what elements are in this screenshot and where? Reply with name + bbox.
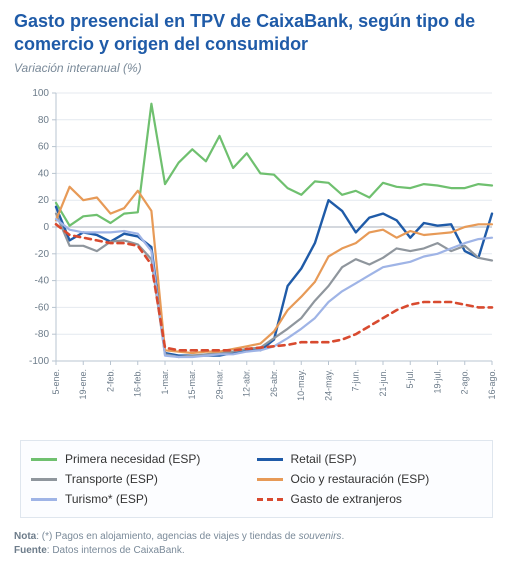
legend-swatch	[31, 498, 57, 501]
legend-label: Turismo* (ESP)	[65, 492, 148, 506]
svg-text:-80: -80	[35, 329, 50, 340]
svg-text:12-abr.: 12-abr.	[242, 369, 252, 397]
legend-label: Gasto de extranjeros	[291, 492, 402, 506]
nota-text: : (*) Pagos en alojamiento, agencias de …	[36, 531, 298, 542]
fuente-label: Fuente	[14, 545, 47, 556]
legend-label: Ocio y restauración (ESP)	[291, 472, 430, 486]
svg-text:19-ene.: 19-ene.	[78, 369, 88, 400]
chart-title: Gasto presencial en TPV de CaixaBank, se…	[14, 10, 499, 55]
legend-swatch	[257, 458, 283, 461]
svg-text:0: 0	[43, 222, 49, 233]
svg-text:15-mar.: 15-mar.	[187, 369, 197, 400]
svg-text:60: 60	[38, 142, 50, 153]
svg-text:20: 20	[38, 195, 50, 206]
legend-label: Primera necesidad (ESP)	[65, 452, 200, 466]
legend-item: Transporte (ESP)	[31, 469, 257, 489]
svg-text:100: 100	[32, 88, 49, 99]
chart-subtitle: Variación interanual (%)	[14, 61, 499, 75]
nota-suffix: .	[341, 531, 344, 542]
svg-text:1-mar.: 1-mar.	[160, 369, 170, 395]
svg-text:7-jun.: 7-jun.	[351, 369, 361, 392]
svg-text:-60: -60	[35, 302, 50, 313]
chart-notes: Nota: (*) Pagos en alojamiento, agencias…	[14, 530, 499, 557]
legend-item: Primera necesidad (ESP)	[31, 449, 257, 469]
legend-item: Retail (ESP)	[257, 449, 483, 469]
svg-text:21-jun.: 21-jun.	[378, 369, 388, 397]
legend-item: Gasto de extranjeros	[257, 489, 483, 509]
legend-label: Retail (ESP)	[291, 452, 357, 466]
legend-swatch	[257, 478, 283, 481]
svg-text:5-ene.: 5-ene.	[51, 369, 61, 395]
legend-item: Ocio y restauración (ESP)	[257, 469, 483, 489]
svg-text:10-may.: 10-may.	[296, 369, 306, 401]
fuente-text: : Datos internos de CaixaBank.	[47, 545, 185, 556]
svg-text:5-jul.: 5-jul.	[405, 369, 415, 389]
chart-legend: Primera necesidad (ESP) Retail (ESP) Trans…	[20, 440, 493, 518]
svg-text:-40: -40	[35, 276, 50, 287]
svg-text:2-feb.: 2-feb.	[105, 369, 115, 392]
legend-label: Transporte (ESP)	[65, 472, 158, 486]
svg-text:-20: -20	[35, 249, 50, 260]
nota-label: Nota	[14, 531, 36, 542]
chart-svg: -100 -80 -60 -40 -20 0 20 40 60 80 100 5-ene. 19-ene…	[14, 85, 499, 425]
nota-italic: souvenirs	[299, 531, 342, 542]
svg-text:2-ago.: 2-ago.	[460, 369, 470, 395]
legend-item: Turismo* (ESP)	[31, 489, 257, 509]
legend-swatch	[257, 498, 283, 501]
svg-text:16-feb.: 16-feb.	[133, 369, 143, 397]
svg-text:-100: -100	[29, 356, 49, 367]
svg-text:24-may.: 24-may.	[323, 369, 333, 401]
legend-swatch	[31, 458, 57, 461]
svg-text:26-abr.: 26-abr.	[269, 369, 279, 397]
svg-text:29-mar.: 29-mar.	[214, 369, 224, 400]
svg-text:40: 40	[38, 168, 50, 179]
svg-text:19-jul.: 19-jul.	[432, 369, 442, 394]
svg-text:80: 80	[38, 115, 50, 126]
svg-text:16-ago.: 16-ago.	[487, 369, 497, 400]
legend-swatch	[31, 478, 57, 481]
line-chart: -100 -80 -60 -40 -20 0 20 40 60 80 100 5-ene. 19-ene…	[14, 85, 499, 430]
